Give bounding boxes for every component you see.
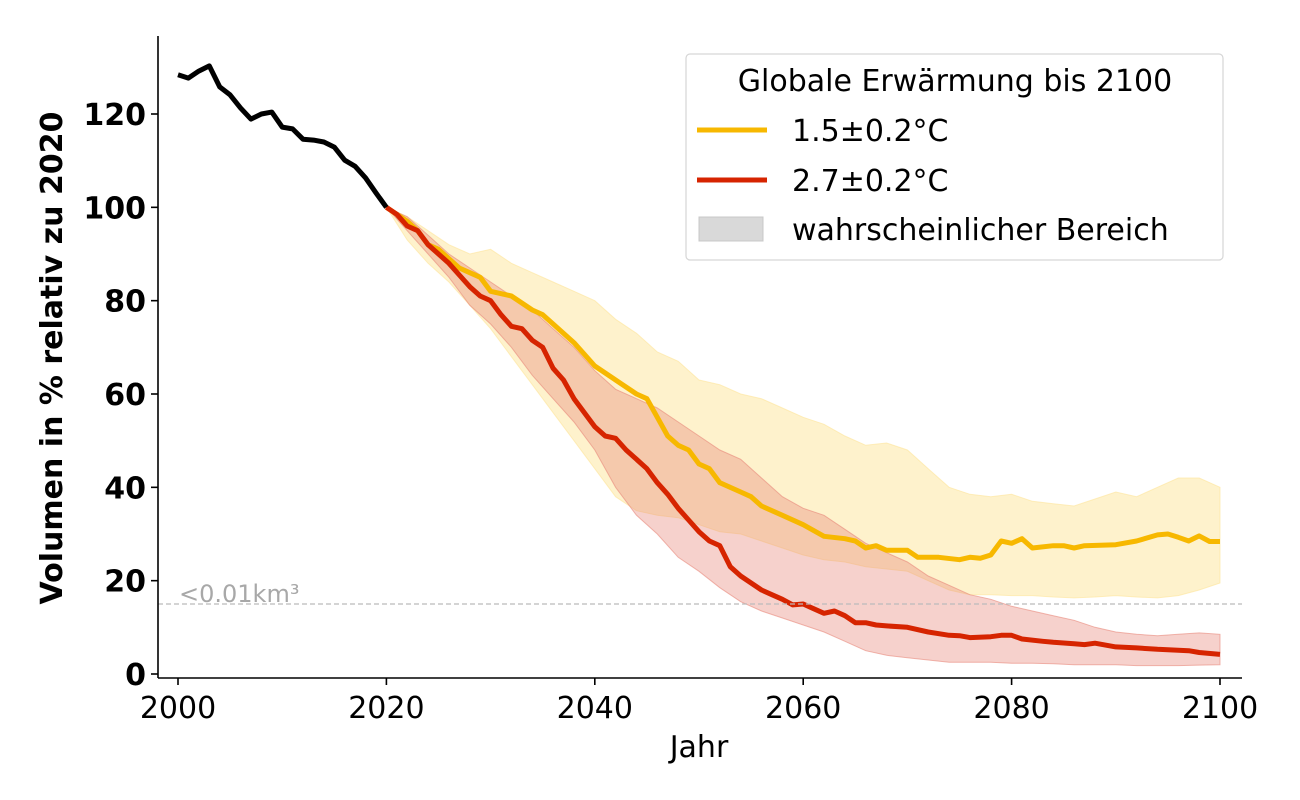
legend-entry-label: 1.5±0.2°C xyxy=(792,114,949,149)
band-1-5c xyxy=(385,206,1221,599)
legend-title: Globale Erwärmung bis 2100 xyxy=(738,64,1172,99)
y-tick-label: 0 xyxy=(125,658,146,693)
legend: Globale Erwärmung bis 2100 1.5±0.2°C 2.7±0… xyxy=(685,53,1224,261)
x-tick-label: 2000 xyxy=(140,691,216,726)
band-2-7c xyxy=(386,206,1221,667)
reference-line-label: <0.01km³ xyxy=(179,580,299,608)
legend-entry-label: wahrscheinlicher Bereich xyxy=(792,213,1169,248)
x-axis-label: Jahr xyxy=(668,730,729,765)
y-tick-label: 60 xyxy=(104,378,146,413)
y-tick-label: 100 xyxy=(83,191,146,226)
reference-line-group: <0.01km³ xyxy=(158,580,1242,608)
x-tick-label: 2040 xyxy=(557,691,633,726)
x-tick-label: 2020 xyxy=(348,691,424,726)
series-lines xyxy=(177,63,1221,657)
y-tick-label: 120 xyxy=(83,98,146,133)
legend-swatch-patch xyxy=(698,216,764,242)
series-line-1-5c xyxy=(385,205,1220,563)
y-tick-label: 40 xyxy=(104,471,146,506)
y-tick-label: 20 xyxy=(104,565,146,600)
y-axis-label: Volumen in % relativ zu 2020 xyxy=(35,112,70,605)
x-tick-label: 2060 xyxy=(765,691,841,726)
series-line-2-7c xyxy=(385,205,1221,657)
x-tick-label: 2100 xyxy=(1182,691,1258,726)
historical-line xyxy=(177,63,389,209)
x-tick-label: 2080 xyxy=(973,691,1049,726)
y-tick-label: 80 xyxy=(104,285,146,320)
legend-frame xyxy=(685,53,1224,261)
uncertainty-bands xyxy=(385,206,1221,667)
legend-entry-label: 2.7±0.2°C xyxy=(792,164,949,199)
